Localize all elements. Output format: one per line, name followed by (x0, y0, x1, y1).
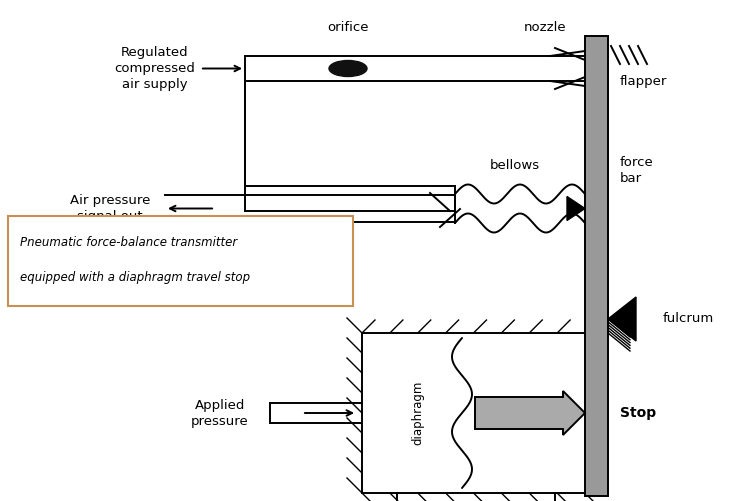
Text: fulcrum: fulcrum (663, 313, 714, 326)
Text: diaphragm: diaphragm (412, 381, 425, 445)
Text: force
bar: force bar (620, 156, 654, 185)
Text: Regulated
compressed
air supply: Regulated compressed air supply (115, 46, 195, 91)
Text: bellows: bellows (490, 159, 540, 172)
Text: nozzle: nozzle (523, 21, 567, 34)
Polygon shape (567, 196, 585, 220)
Ellipse shape (329, 61, 367, 77)
Text: equipped with a diaphragm travel stop: equipped with a diaphragm travel stop (20, 271, 250, 284)
Text: orifice: orifice (327, 21, 368, 34)
Text: Air pressure
signal out: Air pressure signal out (70, 194, 150, 223)
Polygon shape (475, 391, 585, 435)
Text: Pneumatic force-balance transmitter: Pneumatic force-balance transmitter (20, 236, 238, 249)
Text: Applied
pressure: Applied pressure (191, 398, 249, 427)
Bar (585, 36, 608, 496)
Text: flapper: flapper (620, 75, 667, 88)
Text: Stop: Stop (620, 406, 656, 420)
Polygon shape (608, 297, 636, 341)
Bar (8, 216, 353, 306)
